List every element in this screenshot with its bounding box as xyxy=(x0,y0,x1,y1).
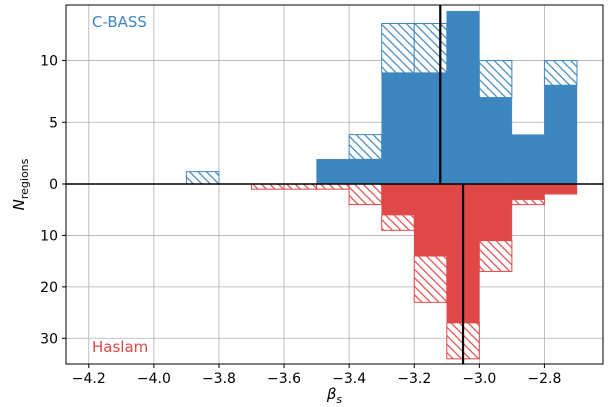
x-tick-label: −4.2 xyxy=(72,371,106,387)
cbass-solid-bar xyxy=(381,72,415,185)
cbass-solid-bar xyxy=(479,97,513,185)
haslam-solid-bar xyxy=(413,183,448,257)
cbass-solid-bar xyxy=(316,159,350,185)
cbass-hatched-bar xyxy=(478,60,513,99)
y-tick-label: 5 xyxy=(49,115,58,131)
cbass-solid-bar xyxy=(348,159,382,185)
cbass-panel-label: C-BASS xyxy=(92,13,147,31)
y-tick-label: 10 xyxy=(40,54,58,70)
cbass-solid-bar xyxy=(544,84,578,185)
haslam-hatched-bar xyxy=(251,183,285,190)
x-tick-label: −4.0 xyxy=(137,371,171,387)
haslam-hatched-bar xyxy=(381,214,415,231)
y-axis-label: Nregions xyxy=(10,158,31,210)
y-tick-label: 10 xyxy=(40,228,58,244)
haslam-solid-bar xyxy=(381,183,415,216)
haslam-hatched-bar xyxy=(316,183,350,190)
y-axis-label-sub: regions xyxy=(18,158,31,199)
cbass-hatched-bar xyxy=(413,23,448,74)
x-tick-label: −3.4 xyxy=(332,371,366,387)
haslam-hatched-bar xyxy=(511,198,545,206)
x-axis-label-main: β xyxy=(326,385,337,403)
haslam-hatched-bar xyxy=(413,255,448,303)
axis-ticks: −4.2 −4.0 −3.8 −3.6 −3.4 −3.2 −3.0 −2.8 0 5 10 10 20… xyxy=(40,54,561,387)
y-tick-label: 30 xyxy=(40,331,58,347)
x-tick-label: −3.6 xyxy=(267,371,301,387)
haslam-hatched-bar xyxy=(478,240,513,272)
haslam-solid-bar xyxy=(544,183,578,195)
histogram-bars xyxy=(185,10,578,360)
cbass-hatched-bar xyxy=(381,23,415,74)
cbass-hatched-bar xyxy=(185,171,220,185)
x-tick-label: −3.8 xyxy=(202,371,236,387)
x-tick-label: −3.2 xyxy=(397,371,431,387)
haslam-hatched-bar xyxy=(283,183,318,190)
haslam-solid-bar xyxy=(511,183,545,200)
haslam-hatched-bar xyxy=(348,183,383,206)
cbass-hatched-bar xyxy=(348,134,383,160)
y-axis-label-main: N xyxy=(10,199,28,210)
haslam-panel-label: Haslam xyxy=(92,338,148,356)
x-axis-label-sub: s xyxy=(336,393,342,406)
x-axis-label: βs xyxy=(326,385,343,406)
reference-lines xyxy=(66,5,603,364)
x-tick-label: −3.0 xyxy=(462,371,496,387)
cbass-solid-bar xyxy=(511,134,545,185)
y-tick-label: 20 xyxy=(40,280,58,296)
y-tick-label: 0 xyxy=(49,177,58,193)
cbass-hatched-bar xyxy=(543,60,578,86)
cbass-solid-bar xyxy=(446,10,480,185)
cbass-solid-bar xyxy=(413,72,448,185)
haslam-solid-bar xyxy=(479,183,513,241)
x-tick-label: −2.8 xyxy=(527,371,561,387)
